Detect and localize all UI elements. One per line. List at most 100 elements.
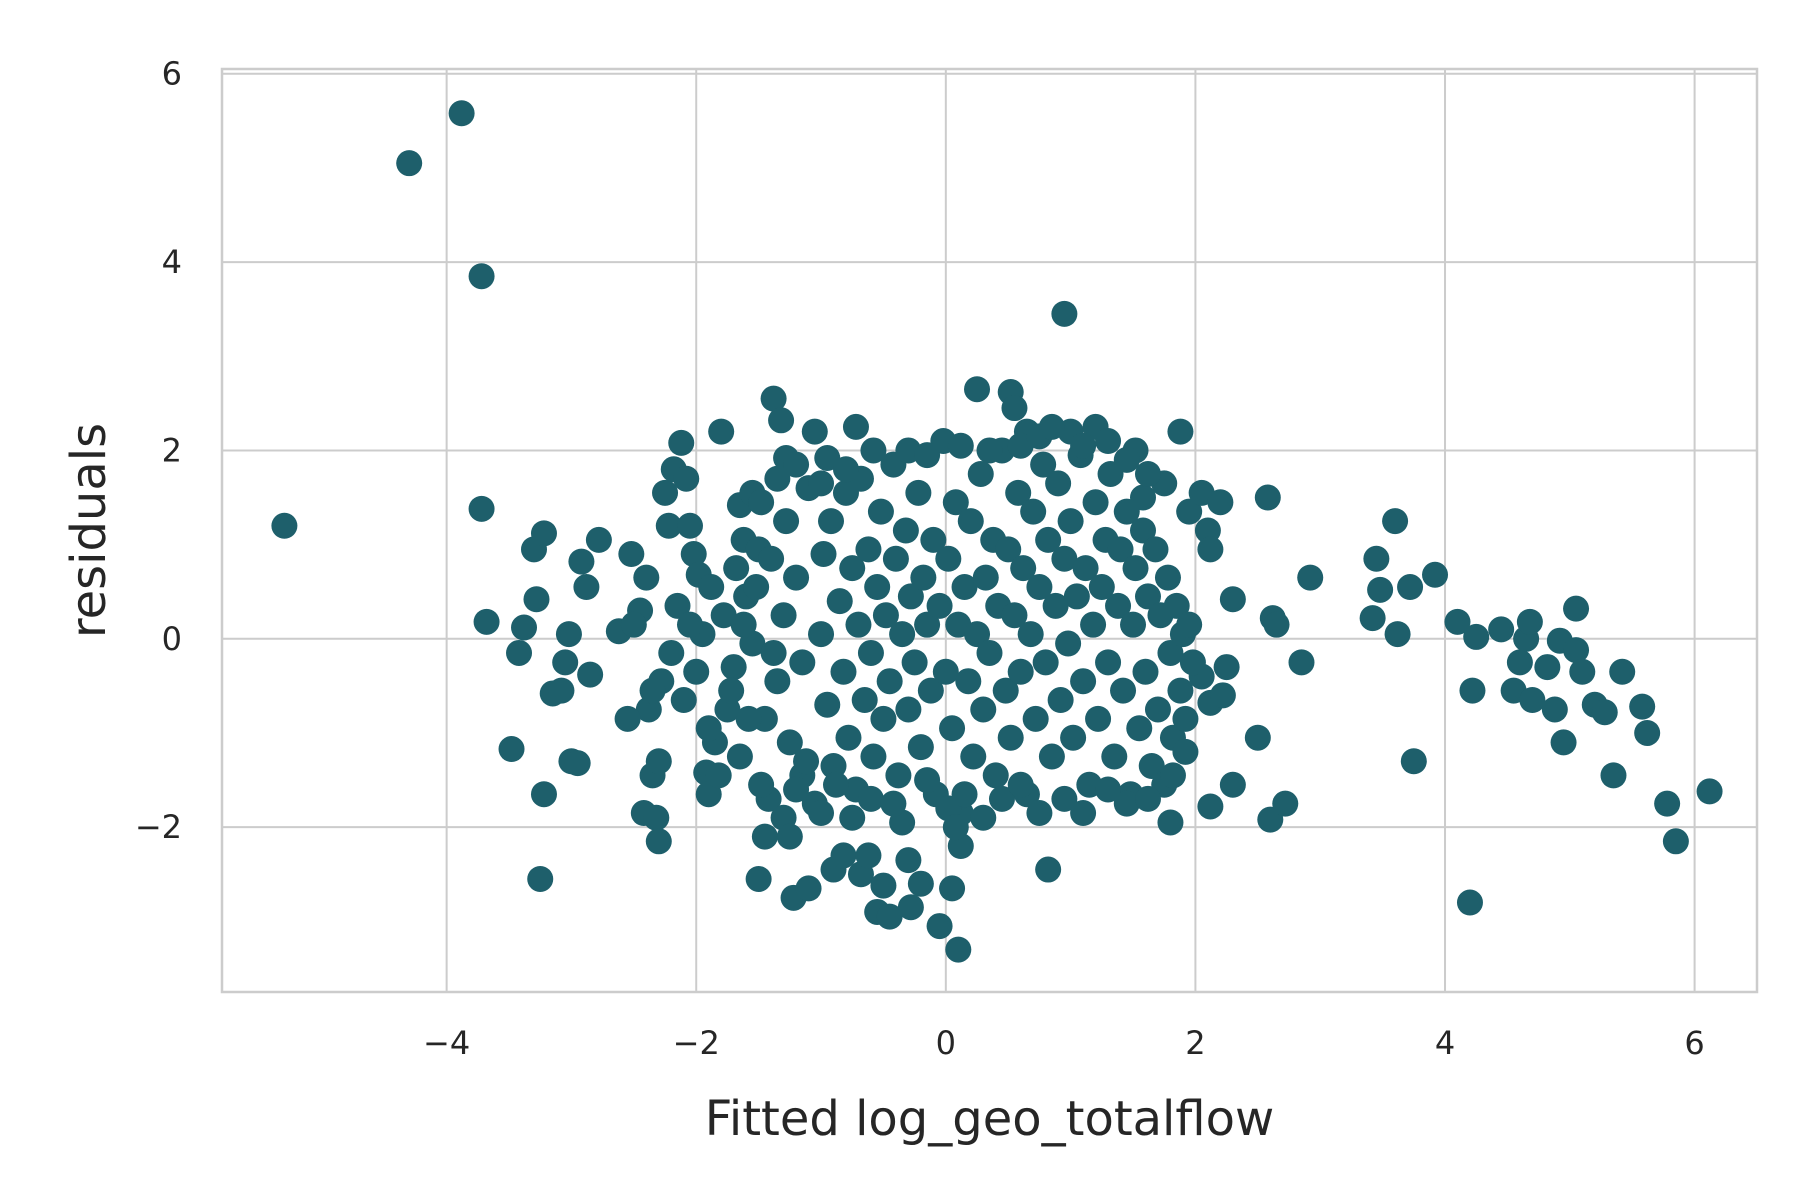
scatter-point [1176,498,1203,525]
scatter-point [676,611,703,638]
scatter-point [760,385,787,412]
y-tick-label: 0 [162,620,182,658]
scatter-point [695,715,722,742]
y-tick-labels: −2 0 2 4 6 [135,55,182,846]
x-grid-lines [445,69,1696,992]
scatter-point [942,814,969,841]
scatter-point [951,574,978,601]
scatter-point [730,611,757,638]
scatter-point [901,649,928,676]
scatter-point [917,677,944,704]
scatter-point [1005,479,1032,506]
scatter-point [1397,574,1424,601]
scatter-point [614,705,641,732]
scatter-point [1007,658,1034,685]
scatter-point [506,639,533,666]
scatter-point [764,465,791,492]
scatter-point [795,875,822,902]
scatter-point [473,608,500,635]
scatter-point [1516,608,1543,635]
scatter-point [1082,489,1109,516]
x-tick-label: 2 [1185,1024,1205,1062]
scatter-point [1072,555,1099,582]
scatter-point [664,592,691,619]
scatter-point [897,583,924,610]
scatter-point [1038,743,1065,770]
y-tick-label: 2 [162,431,182,469]
scatter-point [1001,602,1028,629]
scatter-point [1244,724,1271,751]
scatter-point [1167,418,1194,445]
scatter-point [723,555,750,582]
scatter-point [842,413,869,440]
scatter-point [957,508,984,535]
scatter-point [1032,649,1059,676]
scatter-point [942,489,969,516]
scatter-point [680,541,707,568]
scatter-point [1110,677,1137,704]
scatter-point [1159,762,1186,789]
scatter-point [939,875,966,902]
scatter-point [718,677,745,704]
scatter-point [876,903,903,930]
scatter-point [830,842,857,869]
scatter-point [1157,639,1184,666]
scatter-point [839,555,866,582]
scatter-point [1038,413,1065,440]
scatter-point [271,512,298,539]
scatter-point [645,748,672,775]
scatter-point [1263,611,1290,638]
scatter-point [548,677,575,704]
scatter-point [1167,677,1194,704]
scatter-point [976,437,1003,464]
scatter-point [1095,776,1122,803]
scatter-point [992,677,1019,704]
scatter-point [882,545,909,572]
scatter-point [970,804,997,831]
scatter-point [1134,460,1161,487]
scatter-point [845,611,872,638]
scatter-point [926,592,953,619]
x-tick-label: 6 [1684,1024,1704,1062]
scatter-points [271,100,1723,963]
scatter-point [1550,729,1577,756]
scatter-point [783,564,810,591]
scatter-point [1105,592,1132,619]
scatter-point [960,743,987,770]
scatter-point [857,639,884,666]
scatter-point [1219,771,1246,798]
scatter-point [1197,536,1224,563]
scatter-point [1051,785,1078,812]
scatter-point [1384,621,1411,648]
scatter-point [1113,790,1140,817]
x-tick-label: 0 [936,1024,956,1062]
scatter-point [932,658,959,685]
scatter-point [872,602,899,629]
scatter-point [1563,637,1590,664]
scatter-point [633,564,660,591]
scatter-point [1563,595,1590,622]
scatter-point [951,781,978,808]
scatter-point [823,771,849,798]
scatter-point [988,785,1015,812]
scatter-point [768,407,795,434]
scatter-point [1157,809,1184,836]
scatter-point [1060,724,1087,751]
y-axis-label: residuals [61,423,117,638]
scatter-point [396,150,423,177]
scatter-point [920,526,947,553]
scatter-point [1488,616,1515,643]
scatter-point [880,790,907,817]
scatter-point [814,691,841,718]
scatter-point [914,442,941,469]
scatter-point [1026,574,1053,601]
scatter-point [867,498,894,525]
scatter-point [1254,484,1281,511]
scatter-point [751,823,778,850]
scatter-point [976,639,1003,666]
scatter-point [970,696,997,723]
scatter-point [585,526,612,553]
scatter-point [814,444,841,471]
scatter-point [1130,517,1156,544]
